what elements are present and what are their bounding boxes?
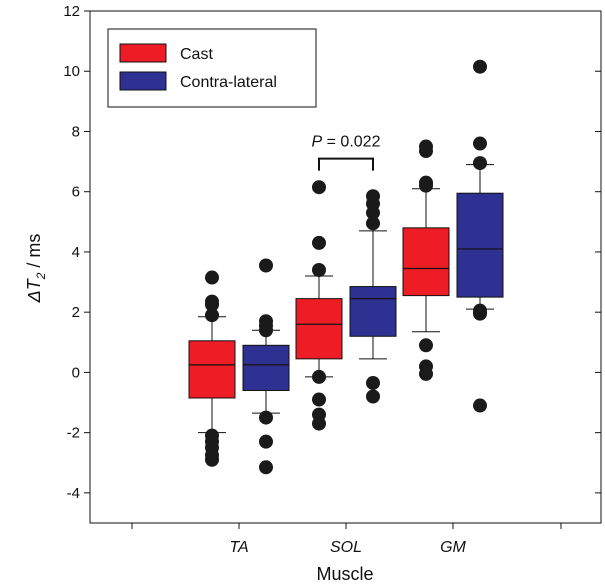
x-tick-label-sol: SOL xyxy=(330,539,362,556)
y-axis-title: ΔT2 / ms xyxy=(24,234,48,304)
outlier-contra-lateral-ta xyxy=(259,410,273,425)
y-tick-label: 4 xyxy=(72,244,80,261)
y-tick-label: 2 xyxy=(72,304,80,321)
significance-annotation: P = 0.022 xyxy=(312,134,381,171)
box-contra-lateral-ta xyxy=(242,344,290,391)
legend-box xyxy=(107,28,317,108)
outlier-cast-ta xyxy=(205,270,219,285)
y-tick-label: 10 xyxy=(63,63,80,80)
outlier-contra-lateral-sol xyxy=(366,216,380,231)
legend-label-cast: Cast xyxy=(180,46,213,63)
outlier-contra-lateral-gm xyxy=(473,156,487,171)
outlier-cast-sol xyxy=(312,416,326,431)
outlier-contra-lateral-gm xyxy=(473,398,487,413)
outlier-cast-ta xyxy=(205,308,219,323)
outlier-cast-sol xyxy=(312,180,326,195)
outliers xyxy=(205,59,487,475)
legend-swatch-contra-lateral xyxy=(119,71,167,91)
outlier-cast-ta xyxy=(205,297,219,312)
outlier-cast-ta xyxy=(205,452,219,467)
outlier-cast-sol xyxy=(312,263,326,278)
outlier-contra-lateral-sol xyxy=(366,389,380,404)
outlier-contra-lateral-ta xyxy=(259,323,273,338)
boxes xyxy=(188,164,504,434)
x-tick-label-gm: GM xyxy=(440,539,466,556)
outlier-contra-lateral-gm xyxy=(473,59,487,74)
x-axis-ticks: TA SOL GM xyxy=(131,523,562,556)
legend: Cast Contra-lateral xyxy=(107,28,317,108)
outlier-cast-sol xyxy=(312,369,326,384)
box-cast-ta xyxy=(188,340,236,399)
outlier-contra-lateral-ta xyxy=(259,460,273,475)
significance-label: P = 0.022 xyxy=(312,134,381,151)
box-cast-gm xyxy=(402,227,450,297)
outlier-contra-lateral-ta xyxy=(259,434,273,449)
outlier-cast-gm xyxy=(419,338,433,353)
outlier-contra-lateral-ta xyxy=(259,258,273,273)
outlier-cast-gm xyxy=(419,178,433,193)
y-axis-title-subscript: 2 xyxy=(34,272,48,280)
y-axis-title-prefix: ΔT xyxy=(24,277,44,303)
x-axis-title: Muscle xyxy=(316,564,373,584)
box-contra-lateral-sol xyxy=(349,286,397,337)
y-axis-ticks: -4 -2 0 2 4 6 8 10 12 xyxy=(63,3,601,502)
outlier-contra-lateral-sol xyxy=(366,205,380,220)
y-tick-label: -2 xyxy=(67,425,80,442)
y-tick-label: -4 xyxy=(67,485,80,502)
outlier-cast-gm xyxy=(419,366,433,381)
y-tick-label: 12 xyxy=(63,3,80,20)
y-axis-title-suffix: / ms xyxy=(24,234,44,273)
outlier-cast-sol xyxy=(312,392,326,407)
outlier-cast-sol xyxy=(312,235,326,250)
significance-value: = 0.022 xyxy=(322,134,380,151)
y-tick-label: 6 xyxy=(72,184,80,201)
legend-label-contra-lateral: Contra-lateral xyxy=(180,74,277,91)
x-tick-label-ta: TA xyxy=(229,539,248,556)
outlier-contra-lateral-sol xyxy=(366,375,380,390)
box-contra-lateral-gm xyxy=(456,192,504,298)
legend-swatch-cast xyxy=(119,43,167,63)
y-tick-label: 8 xyxy=(72,123,80,140)
outlier-cast-gm xyxy=(419,144,433,159)
outlier-contra-lateral-gm xyxy=(473,136,487,151)
significance-bracket xyxy=(318,157,374,171)
significance-p: P xyxy=(312,134,323,151)
y-tick-label: 0 xyxy=(72,364,80,381)
box-cast-sol xyxy=(295,298,343,360)
outlier-contra-lateral-gm xyxy=(473,306,487,321)
